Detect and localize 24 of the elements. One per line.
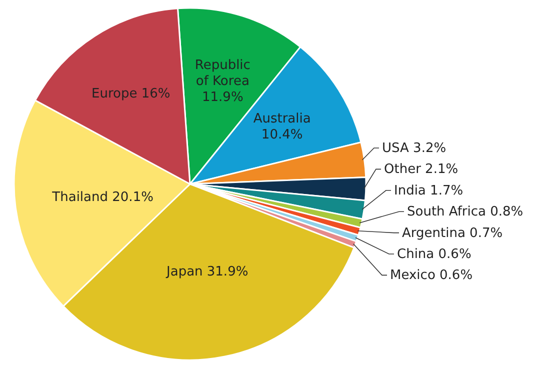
slice-label: Europe [92, 86, 142, 102]
slice-label: Other [384, 162, 426, 178]
slice-label: Mexico [390, 268, 440, 284]
slice-label: Argentina [402, 226, 470, 241]
data-label: 31.9% [206, 264, 248, 280]
slice-label: South Africa [407, 204, 490, 220]
data-label: 0.8% [490, 204, 524, 220]
data-label: 2.1% [425, 162, 458, 178]
slice-label: USA [382, 141, 414, 156]
data-label: 0.6% [438, 247, 472, 262]
slice-label: India [394, 183, 430, 198]
data-label: 0.6% [440, 268, 473, 284]
slice-label: Thailand [51, 190, 112, 205]
data-label: 3.2% [413, 141, 446, 156]
slice-label: Australia [253, 111, 311, 126]
slice-label: Republic of Korea [194, 58, 250, 89]
data-label: 0.7% [470, 226, 503, 241]
data-label: 10.4% [261, 127, 303, 142]
data-label: 16% [141, 86, 170, 102]
data-label: 11.9% [202, 90, 244, 105]
slice-label: China [397, 247, 438, 262]
slice-label: Japan [166, 264, 207, 280]
data-label: 1.7% [430, 183, 464, 198]
data-label: 20.1% [112, 190, 154, 205]
